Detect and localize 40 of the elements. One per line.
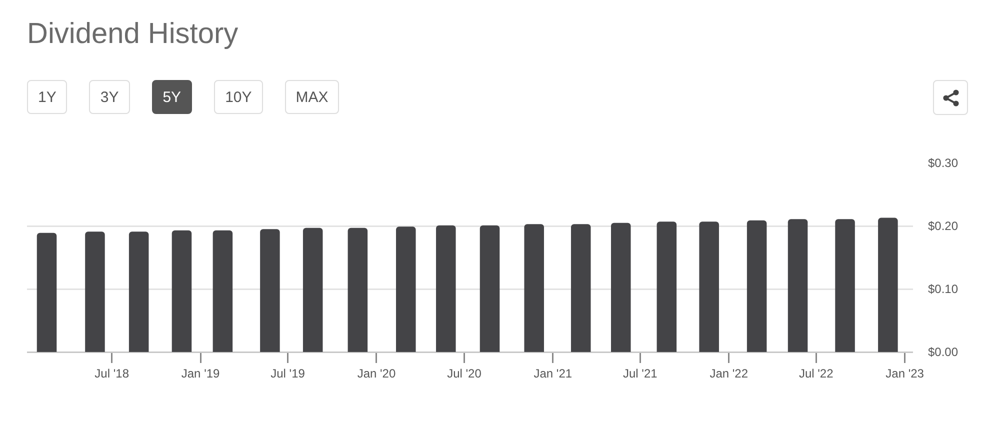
bar bbox=[878, 218, 898, 352]
x-tick-label: Jan '23 bbox=[886, 366, 924, 380]
text: MAX bbox=[284, 80, 340, 114]
text: 1Y bbox=[27, 80, 68, 114]
bar bbox=[302, 228, 323, 352]
text: 3Y bbox=[89, 80, 130, 114]
y-tick-label: $0.30 bbox=[928, 156, 958, 170]
bar bbox=[611, 222, 631, 352]
text: 10Y bbox=[214, 80, 263, 114]
x-tick-label: Jul '19 bbox=[270, 366, 306, 380]
x-tick-label: Jul '18 bbox=[94, 366, 130, 380]
x-tick-label: Jul '22 bbox=[798, 366, 834, 380]
bar bbox=[260, 229, 280, 352]
bar bbox=[835, 219, 855, 352]
bar bbox=[524, 224, 544, 352]
x-tick-label: Jan '21 bbox=[534, 366, 572, 380]
y-tick-label: $0.00 bbox=[928, 345, 958, 360]
x-tick-label: Jan '19 bbox=[181, 366, 220, 380]
bar bbox=[656, 222, 677, 352]
bar bbox=[436, 225, 456, 352]
text: 5Y bbox=[152, 80, 192, 114]
bar bbox=[348, 228, 368, 352]
bar bbox=[480, 225, 500, 352]
x-tick-label: Jul '20 bbox=[447, 366, 482, 380]
bar bbox=[36, 232, 57, 352]
bar bbox=[172, 230, 192, 352]
bar bbox=[212, 230, 233, 352]
x-tick-label: Jan '20 bbox=[357, 366, 396, 380]
bar bbox=[128, 232, 149, 352]
bar bbox=[746, 220, 767, 352]
bar bbox=[85, 232, 105, 352]
y-tick-label: $0.20 bbox=[928, 219, 958, 234]
x-tick-label: Jul '21 bbox=[623, 366, 658, 380]
bar bbox=[396, 226, 416, 352]
x-tick-label: Jan '22 bbox=[710, 366, 748, 380]
chart-title: Dividend History bbox=[27, 18, 238, 51]
bar bbox=[699, 222, 719, 352]
y-tick-label: $0.10 bbox=[928, 282, 958, 296]
bar bbox=[570, 224, 591, 352]
bar bbox=[788, 219, 808, 352]
